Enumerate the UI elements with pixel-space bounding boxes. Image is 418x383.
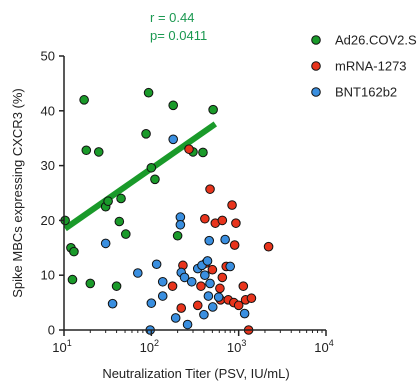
data-point-mrna-1273	[217, 272, 228, 283]
data-point-ad26-cov2-s	[69, 246, 79, 257]
plot-area	[60, 87, 274, 335]
data-point-ad26-cov2-s	[208, 104, 218, 115]
data-point-bnt162b2	[200, 270, 210, 281]
data-point-ad26-cov2-s	[120, 229, 131, 239]
data-point-bnt162b2	[239, 308, 250, 319]
x-tick-base: 10	[140, 340, 154, 355]
x-tick-label: 101	[52, 338, 71, 355]
data-point-ad26-cov2-s	[114, 216, 125, 227]
data-point-bnt162b2	[179, 272, 190, 283]
data-point-bnt162b2	[205, 278, 215, 289]
data-point-bnt162b2	[207, 302, 218, 312]
data-point-ad26-cov2-s	[150, 174, 160, 185]
data-point-bnt162b2	[170, 313, 181, 323]
data-point-bnt162b2	[157, 291, 168, 301]
data-point-bnt162b2	[175, 219, 186, 230]
data-point-ad26-cov2-s	[168, 100, 179, 111]
data-point-mrna-1273	[246, 293, 257, 304]
y-tick-label: 20	[41, 213, 55, 228]
legend-label-ad26-cov2-s: Ad26.COV2.S	[335, 33, 417, 48]
x-tick-base: 10	[227, 340, 241, 355]
legend-label-bnt162b2: BNT162b2	[335, 85, 397, 100]
data-point-mrna-1273	[176, 303, 187, 313]
x-tick-exponent: 3	[241, 338, 246, 348]
data-point-ad26-cov2-s	[81, 145, 92, 156]
data-point-ad26-cov2-s	[93, 147, 104, 157]
y-tick-label: 40	[41, 103, 55, 118]
legend-label-mrna-1273: mRNA-1273	[335, 59, 407, 74]
y-tick-label: 0	[48, 323, 55, 338]
legend-marker-bnt162b2	[311, 87, 321, 97]
y-tick-label: 30	[41, 158, 55, 173]
annotation-block: r = 0.44 p= 0.0411	[150, 10, 207, 43]
data-point-mrna-1273	[263, 241, 274, 252]
data-point-ad26-cov2-s	[67, 274, 78, 285]
data-point-bnt162b2	[151, 259, 162, 270]
legend-marker-ad26-cov2-s	[311, 35, 321, 45]
x-tick-label: 103	[227, 338, 246, 355]
data-point-mrna-1273	[192, 300, 203, 311]
data-point-bnt162b2	[157, 276, 168, 287]
x-axis-title: Neutralization Titer (PSV, IU/mL)	[102, 366, 289, 381]
data-point-bnt162b2	[146, 298, 157, 308]
data-point-mrna-1273	[196, 281, 206, 291]
data-point-ad26-cov2-s	[198, 147, 208, 158]
data-point-mrna-1273	[227, 200, 237, 210]
x-tick-base: 10	[314, 340, 328, 355]
regression-line	[63, 121, 218, 232]
data-point-ad26-cov2-s	[111, 281, 122, 291]
data-point-ad26-cov2-s	[79, 95, 89, 105]
data-point-mrna-1273	[207, 264, 218, 275]
data-point-bnt162b2	[133, 268, 143, 278]
data-point-mrna-1273	[215, 283, 225, 294]
data-point-bnt162b2	[186, 276, 197, 287]
x-tick-exponent: 1	[67, 338, 72, 348]
data-point-bnt162b2	[199, 309, 209, 320]
data-point-mrna-1273	[184, 144, 194, 154]
y-tick-label: 50	[41, 49, 55, 64]
data-point-bnt162b2	[203, 291, 214, 301]
legend-marker-mrna-1273	[311, 61, 321, 71]
data-point-ad26-cov2-s	[103, 196, 113, 207]
y-axis-title: Spike MBCs expressing CXCR3 (%)	[10, 88, 25, 298]
annotation-p: p= 0.0411	[150, 28, 207, 43]
data-point-mrna-1273	[200, 213, 210, 224]
data-point-mrna-1273	[229, 240, 240, 250]
data-point-bnt162b2	[182, 319, 193, 330]
data-point-bnt162b2	[220, 234, 230, 245]
data-point-ad26-cov2-s	[146, 162, 157, 173]
data-point-mrna-1273	[238, 281, 249, 291]
annotation-r: r = 0.44	[150, 10, 194, 25]
data-point-mrna-1273	[233, 300, 244, 311]
data-point-mrna-1273	[205, 184, 215, 194]
data-point-bnt162b2	[100, 238, 111, 249]
data-point-mrna-1273	[217, 215, 228, 226]
data-point-bnt162b2	[213, 292, 224, 302]
y-tick-label: 10	[41, 268, 55, 283]
data-point-bnt162b2	[225, 261, 236, 272]
data-point-bnt162b2	[168, 134, 179, 145]
data-point-ad26-cov2-s	[116, 193, 126, 204]
data-point-ad26-cov2-s	[85, 278, 96, 289]
data-point-mrna-1273	[167, 281, 178, 291]
data-point-bnt162b2	[107, 298, 118, 309]
data-point-ad26-cov2-s	[172, 230, 183, 241]
legend: Ad26.COV2.S mRNA-1273 BNT162b2	[311, 33, 417, 100]
x-tick-exponent: 2	[154, 338, 159, 348]
x-tick-label: 102	[140, 338, 159, 355]
data-point-mrna-1273	[231, 218, 241, 228]
data-point-ad26-cov2-s	[143, 87, 154, 98]
data-point-bnt162b2	[202, 256, 213, 266]
x-tick-exponent: 4	[329, 338, 334, 348]
data-point-ad26-cov2-s	[141, 129, 151, 139]
x-tick-label: 104	[314, 338, 333, 355]
x-tick-base: 10	[52, 340, 66, 355]
data-point-bnt162b2	[204, 235, 215, 246]
